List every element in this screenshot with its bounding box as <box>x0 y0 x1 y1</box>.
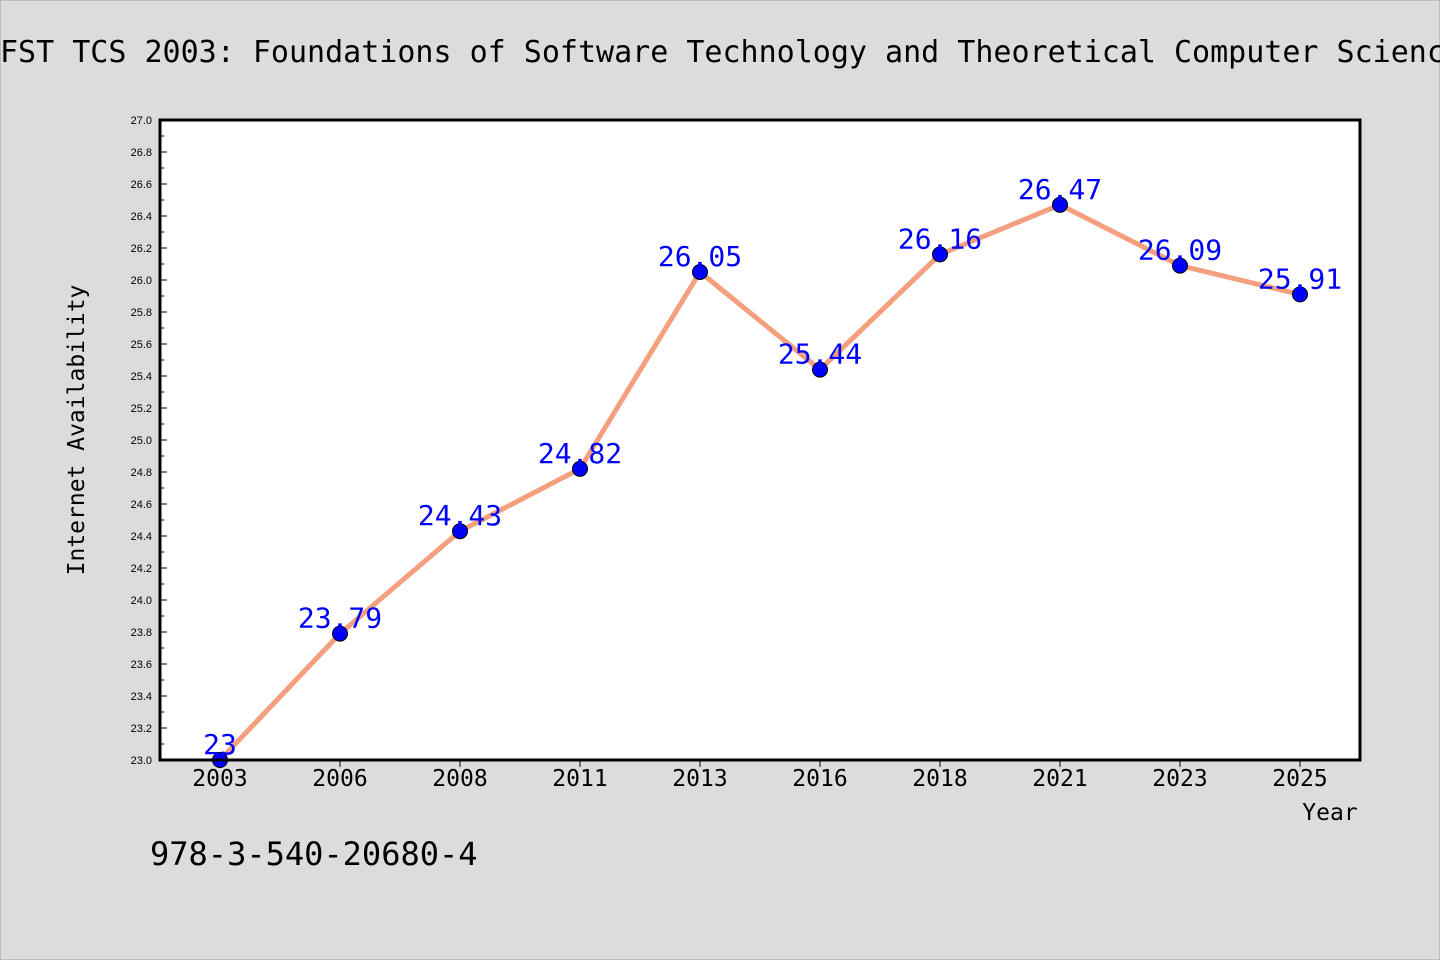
y-tick-label: 26.6 <box>131 179 152 191</box>
data-label: 23.79 <box>298 602 382 635</box>
y-tick-label: 24.2 <box>131 563 152 575</box>
data-label: 26.05 <box>658 240 742 273</box>
plot-border <box>158 118 1362 762</box>
x-tick-label: 2021 <box>1032 766 1087 792</box>
data-point <box>932 246 948 263</box>
data-label: 25.91 <box>1258 262 1342 295</box>
y-tick-label: 23.6 <box>131 659 152 671</box>
x-tick-label: 2018 <box>912 766 967 792</box>
x-tick-label: 2016 <box>792 766 847 792</box>
y-tick-label: 23.8 <box>131 627 152 639</box>
data-point <box>692 264 708 280</box>
y-tick-label: 26.0 <box>131 275 152 287</box>
y-tick-label: 23.0 <box>131 755 152 767</box>
y-axis-label: Internet Availability <box>64 285 90 576</box>
y-tick-label: 24.4 <box>131 531 152 543</box>
y-tick-label: 25.2 <box>131 403 152 415</box>
isbn-label: 978-3-540-20680-4 <box>150 835 478 873</box>
y-tick-label: 23.4 <box>131 691 152 703</box>
y-tick-label: 23.2 <box>131 723 152 735</box>
data-point <box>1052 196 1068 213</box>
plot-area <box>160 120 1360 760</box>
y-tick-label: 26.4 <box>131 211 152 223</box>
x-axis-label: Year <box>1302 800 1357 826</box>
data-point <box>332 625 348 642</box>
data-label: 26.47 <box>1018 173 1102 206</box>
data-point <box>1172 257 1188 274</box>
x-tick-label: 2025 <box>1272 766 1327 792</box>
y-tick-label: 27.0 <box>131 115 152 127</box>
data-label: 26.09 <box>1138 234 1222 267</box>
data-label: 26.16 <box>898 222 982 255</box>
y-tick-label: 24.0 <box>131 595 152 607</box>
x-tick-label: 2013 <box>672 766 727 792</box>
data-label: 25.44 <box>778 338 862 371</box>
data-point <box>1292 286 1308 303</box>
chart-title: FST TCS 2003: Foundations of Software Te… <box>0 35 1440 70</box>
y-tick-label: 25.0 <box>131 435 152 447</box>
x-tick-label: 2023 <box>1152 766 1207 792</box>
y-tick-label: 26.2 <box>131 243 152 255</box>
data-label: 24.43 <box>418 499 502 532</box>
y-tick-label: 26.8 <box>131 147 152 159</box>
x-tick-label: 2003 <box>192 766 247 792</box>
y-tick-label: 25.8 <box>131 307 152 319</box>
y-tick-label: 25.4 <box>131 371 152 383</box>
y-tick-label: 25.6 <box>131 339 152 351</box>
data-label: 23 <box>203 728 237 761</box>
y-tick-label: 24.8 <box>131 467 152 479</box>
x-tick-label: 2011 <box>552 766 607 792</box>
data-point <box>812 361 828 378</box>
x-tick-label: 2006 <box>312 766 367 792</box>
data-point <box>452 523 468 540</box>
series-line <box>217 202 1303 763</box>
y-tick-label: 24.6 <box>131 499 152 511</box>
data-point <box>572 460 588 477</box>
data-label: 24.82 <box>538 437 622 470</box>
x-tick-label: 2008 <box>432 766 487 792</box>
